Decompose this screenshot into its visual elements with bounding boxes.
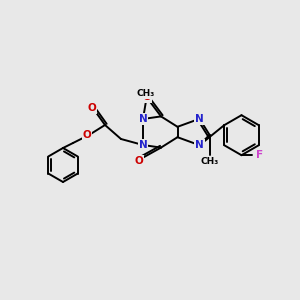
Text: N: N	[139, 140, 147, 150]
Text: CH₃: CH₃	[200, 157, 219, 166]
Text: N: N	[139, 114, 147, 124]
Text: F: F	[256, 150, 263, 160]
Text: O: O	[135, 156, 143, 166]
Text: N: N	[195, 114, 204, 124]
Text: CH₃: CH₃	[137, 89, 155, 98]
Text: O: O	[82, 130, 91, 140]
Text: O: O	[88, 103, 96, 113]
Text: O: O	[142, 92, 152, 102]
Text: N: N	[195, 140, 204, 150]
